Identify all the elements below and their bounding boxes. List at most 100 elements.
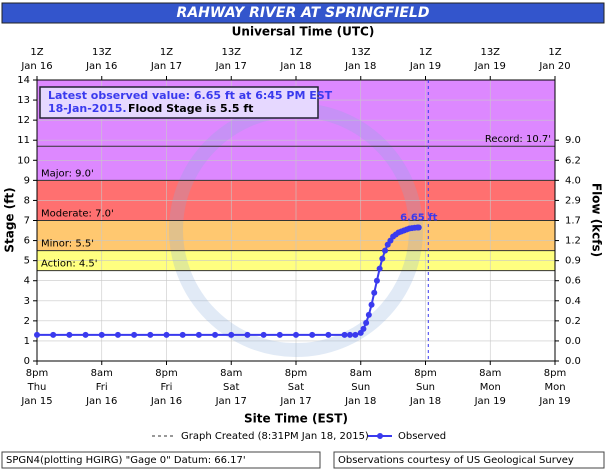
y-tick-label: 14 [17,75,30,86]
y-tick-label: 3 [24,296,30,307]
chart-title: RAHWAY RIVER AT SPRINGFIELD [177,5,430,21]
x2-tick-label: Jan 18 [279,61,311,72]
y2-tick-label: 4.0 [565,175,581,186]
y-tick-label: 11 [17,135,30,146]
footer-credit: Observations courtesy of US Geological S… [338,455,574,466]
x-tick-label: 8pm [26,368,48,379]
x-tick-label: Mon [544,382,565,393]
x-tick-label: Jan 19 [538,396,570,407]
legend-observed-marker [377,433,383,439]
y-tick-label: 4 [24,276,30,287]
data-point [360,325,367,332]
data-point [415,224,422,231]
annotation-flood-stage: Flood Stage is 5.5 ft [128,102,253,115]
data-point [293,331,299,338]
x-tick-label: Jan 17 [215,396,247,407]
top-axis-title: Universal Time (UTC) [232,25,375,39]
x-tick-label: 8pm [285,368,307,379]
y-tick-label: 5 [24,256,30,267]
y2-tick-label: 1.2 [565,236,581,247]
y2-tick-label: 0.9 [565,256,581,267]
y2-tick-label: 0.4 [565,296,581,307]
data-point [195,331,202,338]
record-label: Record: 10.7' [485,134,551,145]
x2-tick-label: Jan 17 [150,61,182,72]
x2-tick-label: 13Z [92,47,112,58]
data-point [379,255,386,262]
legend-graph-created: Graph Created (8:31PM Jan 18, 2015) [181,431,369,442]
x-tick-label: Jan 15 [20,396,52,407]
x-tick-label: Jan 16 [150,396,182,407]
x-tick-label: Sat [288,382,304,393]
x2-tick-label: Jan 19 [474,61,506,72]
x-tick-label: 8am [91,368,113,379]
x2-tick-label: 13Z [221,47,241,58]
flood-label: Action: 4.5' [41,259,98,270]
data-point [352,331,359,338]
y-tick-label: 8 [24,195,30,206]
y2-axis-title: Flow (kcfs) [590,183,604,257]
data-point [66,331,73,338]
y2-tick-label: 0.0 [565,356,581,367]
x2-tick-label: 13Z [351,47,371,58]
x2-tick-label: 13Z [480,47,500,58]
y2-tick-label: 6.2 [565,155,581,166]
value-label: 6.65 ft [400,213,438,224]
x2-tick-label: Jan 19 [409,61,441,72]
data-point [373,277,380,284]
x2-tick-label: Jan 18 [344,61,376,72]
data-point [163,331,170,338]
data-point [346,331,353,338]
y2-tick-label: 0.2 [565,316,581,327]
x-tick-label: 8am [220,368,242,379]
data-point [376,265,383,272]
legend-observed: Observed [398,431,446,442]
y-tick-label: 10 [17,155,30,166]
y2-tick-label: 0.6 [565,276,581,287]
y-tick-label: 0 [24,356,30,367]
x-tick-label: Jan 19 [474,396,506,407]
data-point [147,331,154,338]
x2-tick-label: 1Z [30,47,43,58]
annotation-box [39,86,319,119]
y-tick-label: 7 [24,216,30,227]
flood-label: Minor: 5.5' [41,239,94,250]
data-point [260,331,267,338]
data-point [34,331,40,338]
x-tick-label: 8pm [414,368,436,379]
x2-tick-label: Jan 16 [85,61,117,72]
x2-tick-label: Jan 20 [538,61,570,72]
y-tick-label: 1 [24,336,30,347]
y2-tick-label: 1.7 [565,216,581,227]
data-point [276,331,283,338]
data-point [363,319,370,326]
x-tick-label: Jan 18 [409,396,441,407]
data-point [244,331,251,338]
x-tick-label: 8pm [155,368,177,379]
data-point [382,247,389,254]
y-tick-label: 13 [17,95,30,106]
x-tick-label: Fri [96,382,108,393]
data-point [365,311,372,318]
data-point [82,331,89,338]
x-tick-label: Jan 16 [85,396,117,407]
x2-tick-label: 1Z [548,47,561,58]
data-point [341,331,348,338]
y-tick-label: 2 [24,316,30,327]
x-tick-label: Mon [480,382,501,393]
data-point [371,289,378,296]
y2-tick-label: 2.9 [565,195,581,206]
y-tick-label: 9 [24,175,30,186]
y-axis-title: Stage (ft) [3,187,17,252]
x2-tick-label: Jan 16 [20,61,52,72]
data-point [228,331,235,338]
annotation-date: 18-Jan-2015. [48,102,127,115]
x-axis-title: Site Time (EST) [244,412,348,426]
x-tick-label: Sun [351,382,370,393]
x-tick-label: 8am [479,368,501,379]
flood-label: Major: 9.0' [41,168,94,179]
title-bar [1,2,605,24]
x-tick-label: 8pm [544,368,566,379]
x-tick-label: Thu [27,382,47,393]
